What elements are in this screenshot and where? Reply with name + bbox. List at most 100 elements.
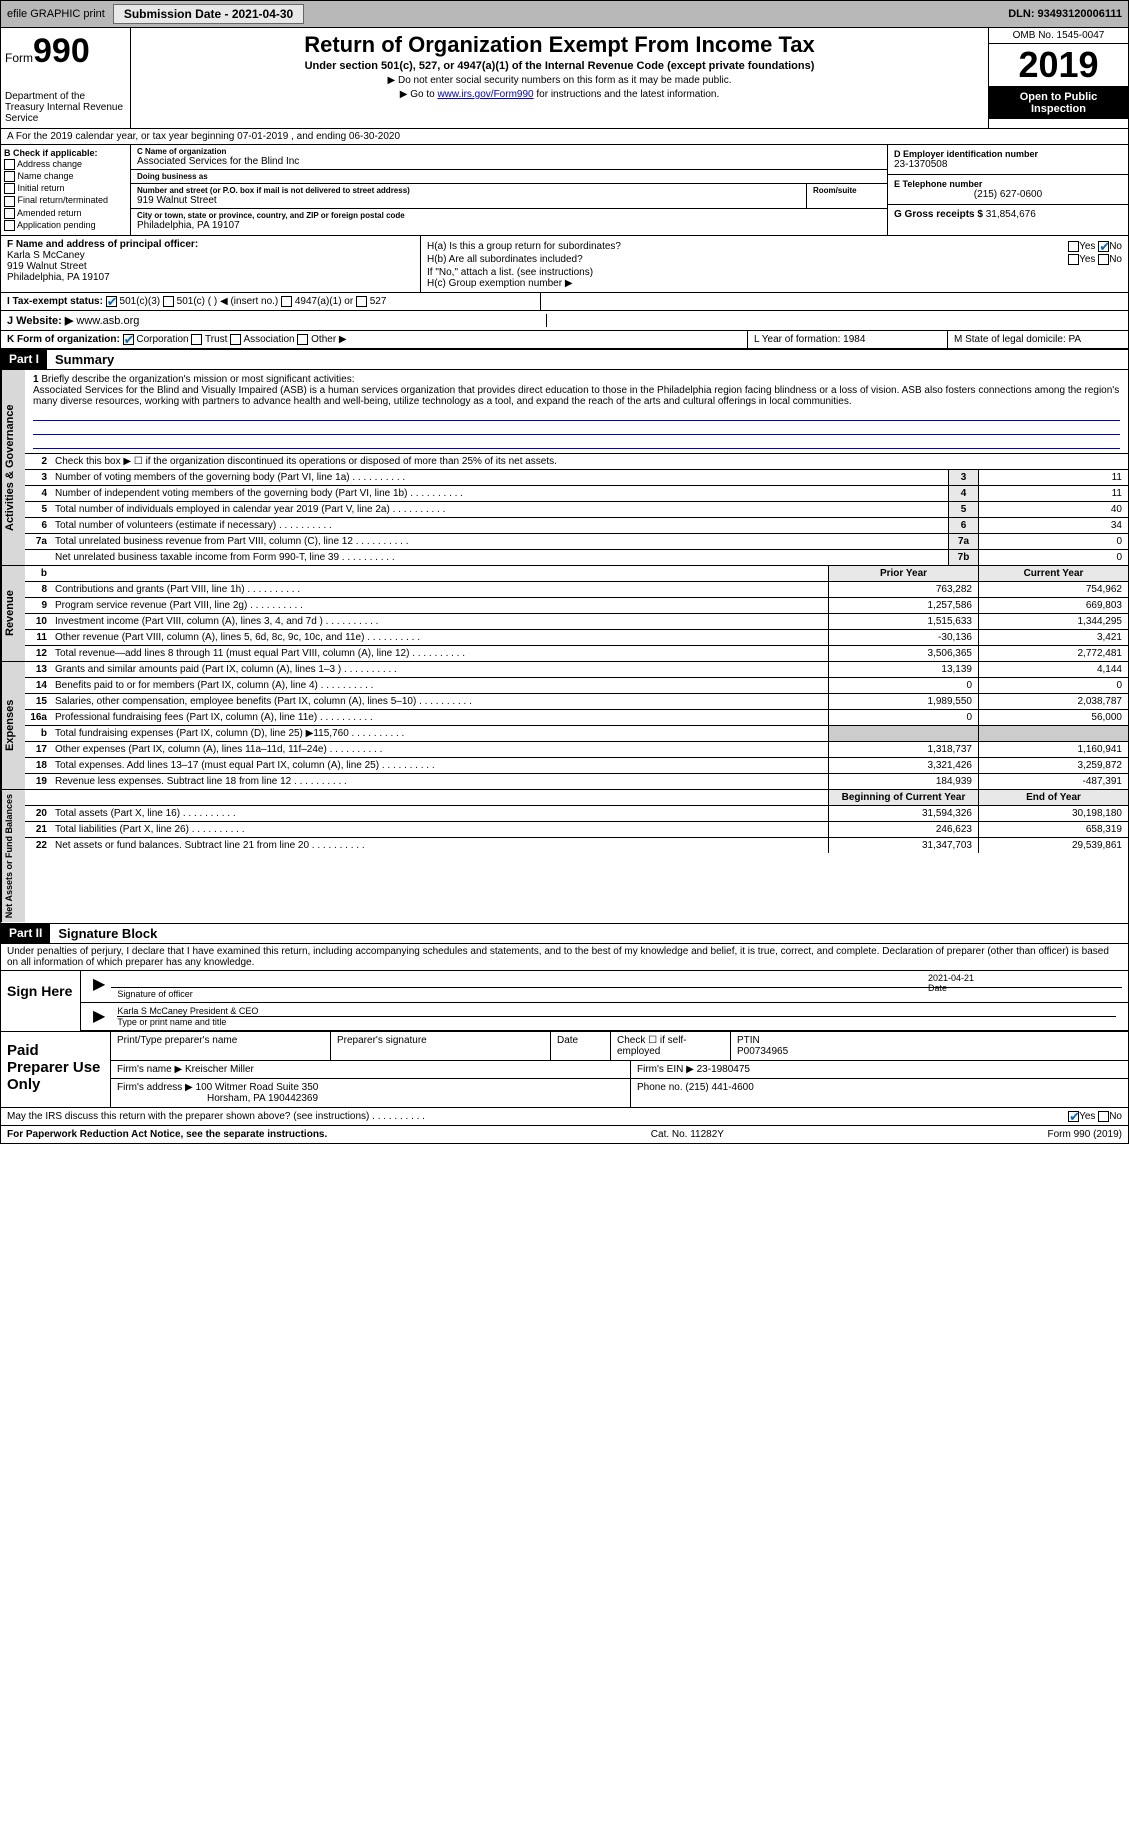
discuss-yes: Yes xyxy=(1079,1111,1095,1122)
line-prior: 0 xyxy=(828,710,978,725)
discuss-question: May the IRS discuss this return with the… xyxy=(7,1111,425,1122)
line-desc: Net unrelated business taxable income fr… xyxy=(51,550,948,565)
form-header: Form990 Department of the Treasury Inter… xyxy=(0,28,1129,129)
prep-sig-label: Preparer's signature xyxy=(337,1035,427,1046)
k-corp: Corporation xyxy=(136,334,188,345)
line-desc: Other expenses (Part IX, column (A), lin… xyxy=(51,742,828,757)
k-assoc: Association xyxy=(243,334,294,345)
line-desc: Total fundraising expenses (Part IX, col… xyxy=(51,726,828,741)
hb-label: H(b) Are all subordinates included? xyxy=(427,254,583,265)
b-heading: B Check if applicable: xyxy=(4,148,98,158)
line-val: 0 xyxy=(978,550,1128,565)
part2-label: Part II xyxy=(1,924,50,943)
line-num: 3 xyxy=(25,470,51,485)
yes-label: Yes xyxy=(1079,241,1095,252)
line-desc: Total liabilities (Part X, line 26) xyxy=(51,822,828,837)
gross-receipts: 31,854,676 xyxy=(986,209,1036,220)
line-desc: Benefits paid to or for members (Part IX… xyxy=(51,678,828,693)
open-inspection: Open to Public Inspection xyxy=(989,87,1128,119)
line-prior: 1,257,586 xyxy=(828,598,978,613)
year-formation: L Year of formation: 1984 xyxy=(748,331,948,348)
line-box: 4 xyxy=(948,486,978,501)
501c3: 501(c)(3) xyxy=(120,296,161,307)
hdr-prior: Prior Year xyxy=(828,566,978,581)
org-name: Associated Services for the Blind Inc xyxy=(137,156,881,167)
hdr-end: End of Year xyxy=(978,790,1128,805)
footer-mid: Cat. No. 11282Y xyxy=(651,1129,724,1140)
line-num: 6 xyxy=(25,518,51,533)
line-current: 754,962 xyxy=(978,582,1128,597)
line-num: 17 xyxy=(25,742,51,757)
sig-name-label: Type or print name and title xyxy=(117,1017,1116,1027)
discuss-no: No xyxy=(1109,1111,1122,1122)
line-prior: 1,318,737 xyxy=(828,742,978,757)
line-prior xyxy=(828,726,978,741)
irs-link[interactable]: www.irs.gov/Form990 xyxy=(437,89,533,100)
vtab-revenue: Revenue xyxy=(1,566,25,661)
line-box: 6 xyxy=(948,518,978,533)
cb-final: Final return/terminated xyxy=(18,195,109,205)
note2-pre: ▶ Go to xyxy=(400,89,438,100)
dba-label: Doing business as xyxy=(137,172,881,181)
line-current: 4,144 xyxy=(978,662,1128,677)
line-val: 11 xyxy=(978,486,1128,501)
line-desc: Total assets (Part X, line 16) xyxy=(51,806,828,821)
line-prior: 0 xyxy=(828,678,978,693)
line-current xyxy=(978,726,1128,741)
line-current: 3,259,872 xyxy=(978,758,1128,773)
part1-title: Summary xyxy=(47,350,122,369)
prep-name-label: Print/Type preparer's name xyxy=(117,1035,237,1046)
line-prior: 184,939 xyxy=(828,774,978,789)
state-domicile: M State of legal domicile: PA xyxy=(948,331,1128,348)
form-number: 990 xyxy=(33,32,90,70)
k-other: Other ▶ xyxy=(311,334,346,345)
row-a: A For the 2019 calendar year, or tax yea… xyxy=(0,129,1129,145)
footer-left: For Paperwork Reduction Act Notice, see … xyxy=(7,1129,327,1140)
no-label: No xyxy=(1109,241,1122,252)
q1-label: Briefly describe the organization's miss… xyxy=(41,374,354,385)
cb-initial: Initial return xyxy=(18,183,65,193)
no-label2: No xyxy=(1109,254,1122,265)
line-num: 4 xyxy=(25,486,51,501)
line-desc: Total unrelated business revenue from Pa… xyxy=(51,534,948,549)
firm-ein-label: Firm's EIN ▶ xyxy=(637,1064,694,1075)
city: Philadelphia, PA 19107 xyxy=(137,220,881,231)
line-num: 18 xyxy=(25,758,51,773)
line-current: 0 xyxy=(978,678,1128,693)
line-current: 2,772,481 xyxy=(978,646,1128,661)
website: www.asb.org xyxy=(76,315,139,327)
line-desc: Total revenue—add lines 8 through 11 (mu… xyxy=(51,646,828,661)
officer-label: F Name and address of principal officer: xyxy=(7,239,198,250)
firm-phone-label: Phone no. xyxy=(637,1082,683,1093)
sig-name: Karla S McCaney President & CEO xyxy=(117,1006,1116,1017)
city-label: City or town, state or province, country… xyxy=(137,211,881,220)
tax-year: 2019 xyxy=(989,44,1128,87)
line-box: 7a xyxy=(948,534,978,549)
footer-right: Form 990 (2019) xyxy=(1048,1129,1122,1140)
form-note1: ▶ Do not enter social security numbers o… xyxy=(135,75,984,86)
i-label: I Tax-exempt status: xyxy=(7,296,103,307)
officer-addr1: 919 Walnut Street xyxy=(7,261,87,272)
line-prior: 246,623 xyxy=(828,822,978,837)
hdr-current: Current Year xyxy=(978,566,1128,581)
addr: 919 Walnut Street xyxy=(137,195,800,206)
line-desc: Number of voting members of the governin… xyxy=(51,470,948,485)
gross-label: G Gross receipts $ xyxy=(894,209,983,220)
line-desc: Professional fundraising fees (Part IX, … xyxy=(51,710,828,725)
line-num: 13 xyxy=(25,662,51,677)
website-label: J Website: ▶ xyxy=(7,315,73,327)
line-current: 30,198,180 xyxy=(978,806,1128,821)
line-num: 5 xyxy=(25,502,51,517)
line-val: 34 xyxy=(978,518,1128,533)
line-num: 14 xyxy=(25,678,51,693)
firm-phone: (215) 441-4600 xyxy=(685,1082,753,1093)
firm-ein: 23-1980475 xyxy=(697,1064,750,1075)
org-name-label: C Name of organization xyxy=(137,147,881,156)
line-num: 11 xyxy=(25,630,51,645)
section-b: B Check if applicable: Address change Na… xyxy=(1,145,131,235)
line-current: -487,391 xyxy=(978,774,1128,789)
ptin-label: PTIN xyxy=(737,1035,760,1046)
form-subtitle: Under section 501(c), 527, or 4947(a)(1)… xyxy=(135,60,984,72)
top-bar: efile GRAPHIC print Submission Date - 20… xyxy=(0,0,1129,28)
vtab-governance: Activities & Governance xyxy=(1,370,25,565)
